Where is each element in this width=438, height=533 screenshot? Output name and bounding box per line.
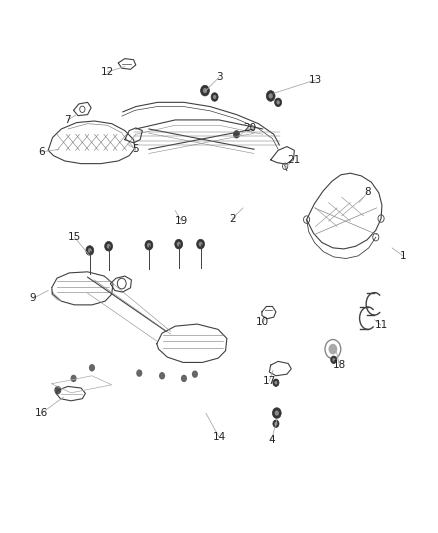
- Circle shape: [175, 239, 183, 249]
- Circle shape: [105, 241, 113, 251]
- Text: 12: 12: [101, 67, 114, 77]
- Text: 6: 6: [38, 147, 45, 157]
- Circle shape: [199, 241, 203, 246]
- Circle shape: [332, 358, 336, 361]
- Circle shape: [268, 93, 273, 99]
- Text: 9: 9: [29, 294, 36, 303]
- Circle shape: [203, 88, 207, 93]
- Circle shape: [145, 240, 153, 250]
- Circle shape: [275, 98, 282, 107]
- Circle shape: [273, 379, 279, 386]
- Text: 21: 21: [287, 155, 300, 165]
- Circle shape: [136, 369, 142, 377]
- Circle shape: [201, 85, 209, 96]
- Text: 16: 16: [35, 408, 48, 418]
- Text: 2: 2: [229, 214, 236, 223]
- Circle shape: [192, 370, 198, 378]
- Circle shape: [274, 422, 278, 425]
- Text: 7: 7: [64, 115, 71, 125]
- Circle shape: [331, 356, 337, 364]
- Circle shape: [86, 246, 94, 255]
- Text: 20: 20: [243, 123, 256, 133]
- Circle shape: [106, 244, 111, 248]
- Circle shape: [159, 372, 165, 379]
- Text: 4: 4: [268, 435, 275, 445]
- Circle shape: [233, 131, 240, 138]
- Circle shape: [328, 344, 337, 354]
- Text: 3: 3: [215, 72, 223, 82]
- Text: 11: 11: [374, 320, 388, 330]
- Text: 15: 15: [68, 232, 81, 242]
- Text: 8: 8: [364, 187, 371, 197]
- Circle shape: [71, 375, 77, 382]
- Circle shape: [275, 410, 279, 416]
- Circle shape: [88, 248, 92, 253]
- Text: 19: 19: [175, 216, 188, 226]
- Circle shape: [54, 386, 61, 394]
- Text: 1: 1: [399, 251, 406, 261]
- Circle shape: [89, 364, 95, 372]
- Text: 18: 18: [333, 360, 346, 370]
- Circle shape: [213, 95, 216, 99]
- Circle shape: [197, 239, 205, 249]
- Circle shape: [211, 93, 218, 101]
- Circle shape: [273, 420, 279, 427]
- Text: 10: 10: [256, 318, 269, 327]
- Circle shape: [266, 91, 275, 101]
- Circle shape: [177, 241, 180, 246]
- Text: 14: 14: [212, 432, 226, 442]
- Text: 5: 5: [132, 144, 139, 154]
- Circle shape: [276, 100, 280, 104]
- Circle shape: [274, 381, 278, 385]
- Circle shape: [272, 408, 281, 418]
- Text: 17: 17: [263, 376, 276, 386]
- Circle shape: [147, 243, 151, 247]
- Circle shape: [181, 375, 187, 382]
- Text: 13: 13: [309, 75, 322, 85]
